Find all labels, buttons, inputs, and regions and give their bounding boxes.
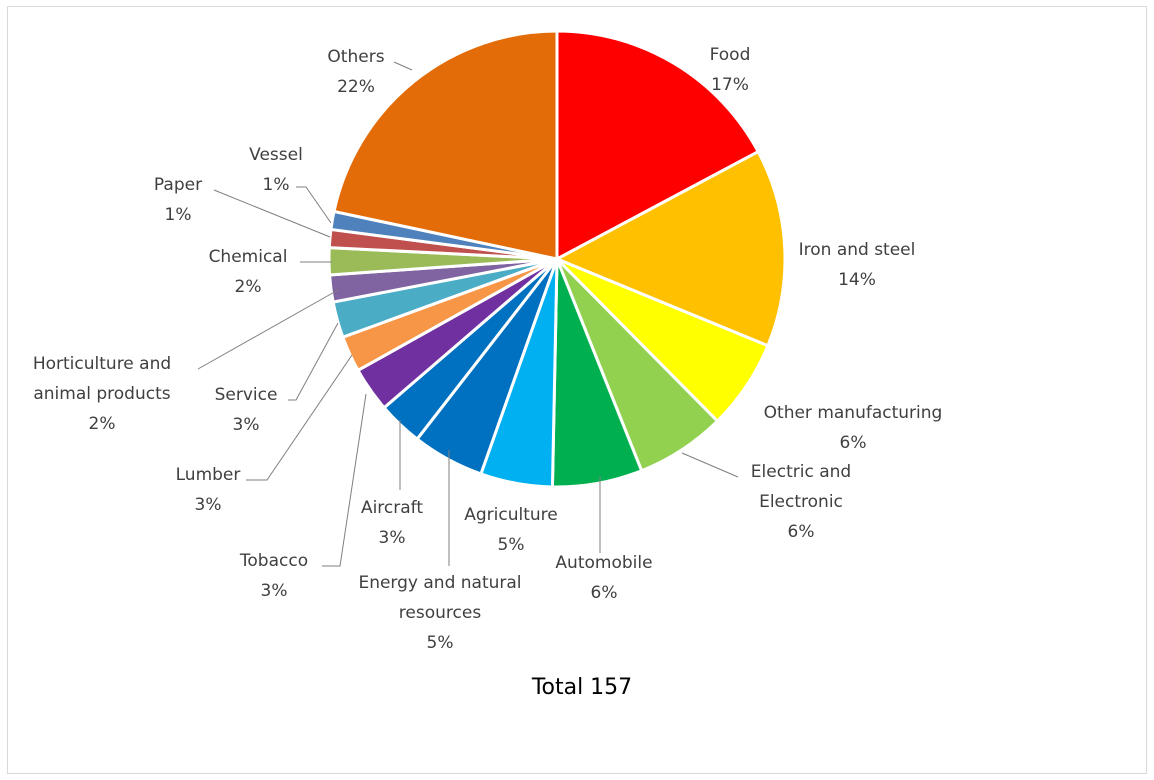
leader-line-vessel (296, 186, 332, 224)
leader-line-others (393, 61, 413, 71)
leader-lines (197, 61, 739, 567)
pie-slice-iron-and-steel (555, 150, 787, 348)
pie-slice-food (555, 29, 760, 261)
slice-label-other-manufacturing: Other manufacturing 6% (764, 403, 943, 453)
slice-label-aircraft: Aircraft 3% (361, 498, 423, 548)
slice-label-food: Food 17% (710, 45, 751, 95)
pie-slices (327, 29, 787, 489)
leader-line-service (288, 322, 339, 401)
slice-label-lumber: Lumber 3% (176, 465, 241, 515)
leader-line-tobacco (322, 393, 367, 567)
slice-label-tobacco: Tobacco 3% (239, 551, 308, 601)
leader-line-lumber (246, 354, 353, 481)
slice-label-energy-and-natural-resources: Energy and natural resources 5% (358, 573, 521, 653)
slice-label-others: Others 22% (327, 47, 384, 97)
leader-line-horticulture-and-animal-products (197, 289, 339, 370)
slice-label-automobile: Automobile 6% (555, 553, 652, 603)
slice-labels: Food 17% Iron and steel 14% Other manufactur… (33, 45, 942, 653)
slice-label-chemical: Chemical 2% (209, 247, 288, 297)
leader-line-paper (213, 189, 331, 238)
leader-line-electric-and-electronic (681, 452, 739, 478)
slice-label-iron-and-steel: Iron and steel 14% (799, 240, 916, 290)
slice-label-horticulture-and-animal-products: Horticulture and animal products 2% (33, 354, 171, 434)
pie-slice-others (332, 29, 559, 261)
slice-label-service: Service 3% (215, 385, 278, 435)
slice-label-electric-and-electronic: Electric and Electronic 6% (751, 462, 851, 542)
total-label: Total 157 (531, 675, 632, 700)
slice-label-vessel: Vessel 1% (249, 145, 303, 195)
slice-label-agriculture: Agriculture 5% (464, 505, 558, 555)
slice-label-paper: Paper 1% (154, 175, 202, 225)
